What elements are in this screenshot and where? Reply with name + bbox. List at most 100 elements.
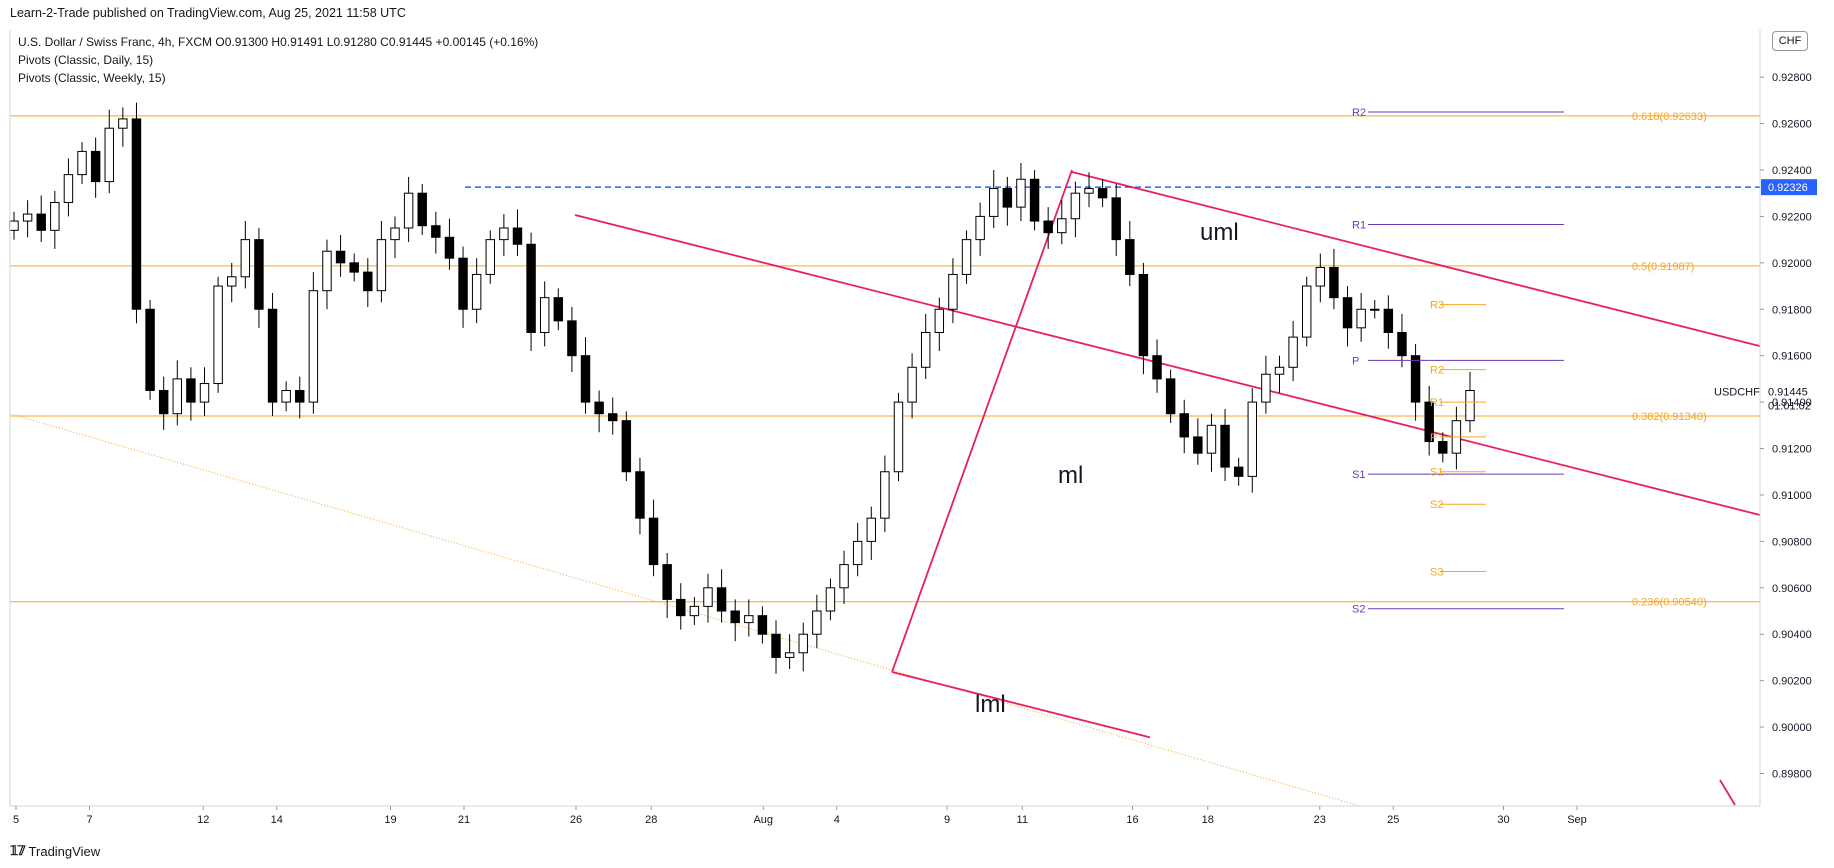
bar-countdown: 01:01:02 bbox=[1768, 401, 1811, 413]
candle-body bbox=[1138, 273, 1149, 357]
candle-body bbox=[1356, 308, 1366, 329]
candle-body bbox=[730, 610, 740, 624]
weekly-pivot-label: S2 bbox=[1352, 604, 1365, 616]
candle-body bbox=[349, 262, 359, 273]
candle-body bbox=[363, 271, 373, 292]
candle-body bbox=[1370, 308, 1380, 311]
candle-body bbox=[539, 297, 550, 333]
candle-body bbox=[567, 320, 577, 357]
daily-pivot-label: R1 bbox=[1430, 397, 1444, 409]
price-tick-label: 0.91800 bbox=[1772, 304, 1812, 316]
candle-body bbox=[621, 420, 632, 473]
candle-body bbox=[771, 633, 781, 658]
time-tick-label: 11 bbox=[1017, 814, 1028, 826]
candle-body bbox=[254, 239, 264, 310]
weekly-pivot-label: S1 bbox=[1352, 469, 1365, 481]
daily-pivot-label: R2 bbox=[1430, 365, 1444, 377]
weekly-pivot-label: P bbox=[1352, 355, 1359, 367]
candle-body bbox=[1410, 355, 1421, 403]
candle-body bbox=[1179, 413, 1189, 438]
daily-pivot-label: P bbox=[1430, 432, 1437, 444]
candle-body bbox=[580, 355, 591, 403]
pitchfork-median-line bbox=[574, 214, 1761, 516]
price-tick-label: 0.90000 bbox=[1772, 722, 1812, 734]
candle-body bbox=[1288, 336, 1298, 368]
candle-body bbox=[1029, 178, 1040, 222]
tradingview-brand[interactable]: 𝟙𝟟 TradingView bbox=[10, 843, 100, 859]
candle-body bbox=[1152, 355, 1162, 380]
weekly-pivot-label: R1 bbox=[1352, 220, 1366, 232]
time-tick-label: 26 bbox=[570, 814, 582, 826]
last-price-value: 0.91445 bbox=[1768, 387, 1808, 399]
indicator-weekly-pivots[interactable]: Pivots (Classic, Weekly, 15) bbox=[18, 71, 166, 85]
price-tick-label: 0.90400 bbox=[1772, 629, 1812, 641]
chart-legend: U.S. Dollar / Swiss Franc, 4h, FXCM O0.9… bbox=[18, 33, 538, 87]
candle-body bbox=[893, 401, 904, 473]
candle-body bbox=[63, 174, 74, 203]
candle-body bbox=[485, 239, 495, 275]
candle-body bbox=[499, 227, 509, 241]
candles bbox=[9, 102, 1475, 674]
indicator-daily-pivots[interactable]: Pivots (Classic, Daily, 15) bbox=[18, 53, 154, 67]
fib-level-label: 0.5(0.91987) bbox=[1632, 261, 1694, 273]
candle-body bbox=[798, 633, 808, 654]
time-tick-label: 16 bbox=[1126, 814, 1138, 826]
time-tick-label: 25 bbox=[1387, 814, 1399, 826]
candle-body bbox=[1043, 220, 1053, 234]
daily-pivot-label: S2 bbox=[1430, 499, 1443, 511]
candle-body bbox=[594, 401, 604, 415]
price-tick-label: 0.92600 bbox=[1772, 119, 1812, 131]
candle-body bbox=[335, 250, 346, 264]
pitchfork-median-tail bbox=[1719, 779, 1736, 806]
candle-body bbox=[689, 605, 700, 617]
candle-body bbox=[512, 227, 523, 245]
candle-body bbox=[1465, 390, 1475, 422]
pitchfork-upper-line bbox=[1071, 171, 1761, 348]
candle-body bbox=[1424, 401, 1434, 443]
currency-badge[interactable]: CHF bbox=[1772, 31, 1808, 51]
price-chart[interactable]: 0.618(0.92633) 0.5(0.91987) 0.382(0.91340)… bbox=[0, 0, 1834, 840]
candle-body bbox=[975, 215, 985, 241]
candle-body bbox=[1315, 266, 1326, 287]
price-tick-label: 0.92800 bbox=[1772, 72, 1812, 84]
candle-body bbox=[376, 239, 387, 292]
candle-body bbox=[36, 213, 46, 231]
time-tick-label: 12 bbox=[197, 814, 209, 826]
candle-body bbox=[158, 390, 169, 415]
time-tick-label: 21 bbox=[458, 814, 470, 826]
candle-body bbox=[812, 610, 822, 635]
time-tick-label: 5 bbox=[13, 814, 19, 826]
candle-body bbox=[1261, 373, 1271, 403]
price-tick-label: 0.90800 bbox=[1772, 536, 1812, 548]
candle-body bbox=[213, 285, 223, 385]
candle-body bbox=[648, 517, 659, 566]
candle-body bbox=[22, 213, 33, 222]
candle-body bbox=[77, 150, 87, 176]
candle-body bbox=[186, 378, 196, 403]
price-tick-label: 0.91600 bbox=[1772, 351, 1812, 363]
candle-body bbox=[852, 540, 863, 566]
daily-pivot-label: R3 bbox=[1430, 300, 1444, 312]
weekly-pivot-label: R2 bbox=[1352, 107, 1366, 119]
candle-body bbox=[608, 413, 618, 422]
time-tick-label: Aug bbox=[753, 814, 773, 826]
time-tick-label: 7 bbox=[86, 814, 92, 826]
candle-body bbox=[1301, 285, 1312, 338]
candle-body bbox=[1247, 401, 1257, 477]
price-tick-label: 0.92000 bbox=[1772, 258, 1812, 270]
candle-body bbox=[1097, 188, 1108, 199]
price-tick-label: 0.90200 bbox=[1772, 676, 1812, 688]
fib-level-label: 0.236(0.90540) bbox=[1632, 597, 1707, 609]
pitchfork-lower-line bbox=[891, 671, 1151, 739]
candle-body bbox=[1084, 188, 1094, 194]
candle-body bbox=[1206, 424, 1217, 454]
candle-body bbox=[1193, 436, 1203, 454]
candle-body bbox=[1165, 378, 1176, 415]
candle-body bbox=[145, 308, 155, 392]
candle-body bbox=[9, 220, 19, 231]
price-tick-label: 0.92400 bbox=[1772, 165, 1812, 177]
time-tick-label: 19 bbox=[384, 814, 396, 826]
candle-body bbox=[989, 188, 999, 217]
candle-body bbox=[267, 308, 278, 403]
pitchfork-handle-line bbox=[891, 169, 1073, 673]
